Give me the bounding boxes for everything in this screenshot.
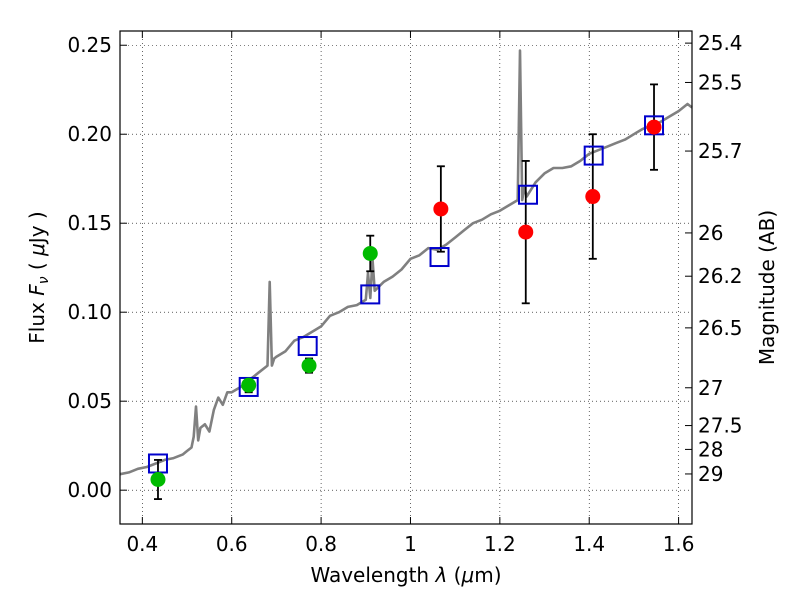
observed-point — [241, 377, 257, 393]
y2-tick-label: 26.2 — [698, 264, 743, 288]
y2-tick-label: 25.5 — [698, 70, 743, 94]
model-photometry-square — [297, 336, 318, 357]
y2-tick-label: 29 — [698, 462, 723, 486]
observed-point — [646, 119, 662, 135]
y-tick-label: 0.00 — [67, 478, 112, 502]
x-tick-label: 0.8 — [305, 532, 337, 556]
y2-axis-label: Magnitude (AB) — [755, 210, 779, 365]
x-tick-label: 1.2 — [484, 532, 516, 556]
model-photometry-square — [517, 184, 538, 205]
x-tick-label: 0.6 — [216, 532, 248, 556]
y2-tick-label: 26 — [698, 221, 723, 245]
y-tick-label: 0.25 — [67, 33, 112, 57]
observed-photometry-points — [150, 119, 662, 488]
y-axis-label: Flux Fν ( μJy ) — [25, 211, 52, 343]
observed-point — [301, 358, 317, 374]
y2-tick-label: 26.5 — [698, 316, 743, 340]
observed-point — [150, 472, 166, 488]
model-photometry-square — [583, 145, 604, 166]
model-photometry-square — [360, 284, 381, 305]
y-tick-label: 0.10 — [67, 300, 112, 324]
grid-lines — [120, 31, 692, 524]
y2-tick-label: 25.4 — [698, 31, 743, 55]
x-tick-label: 1.4 — [573, 532, 605, 556]
x-axis-label: Wavelength λ (μm) — [310, 563, 501, 587]
observed-point — [518, 224, 534, 240]
y2-tick-label: 28 — [698, 437, 723, 461]
model-photometry-squares — [147, 115, 665, 474]
spectrum-line — [119, 49, 693, 476]
y2-tick-label: 27.5 — [698, 414, 743, 438]
y2-tick-label: 25.7 — [698, 139, 743, 163]
y-tick-label: 0.05 — [67, 389, 112, 413]
observed-point — [585, 189, 601, 205]
axis-ticks: 0.4 0.6 0.8 1 1.2 1.4 1.6 0.00 0.05 0.10 0.15 0.20 0… — [67, 31, 743, 556]
x-tick-label: 1 — [404, 532, 417, 556]
y-tick-label: 0.15 — [67, 211, 112, 235]
y2-tick-label: 27 — [698, 376, 723, 400]
spectrum-layer — [119, 49, 693, 476]
observed-point — [362, 245, 378, 261]
observed-point — [433, 201, 449, 217]
model-photometry-square — [429, 247, 450, 268]
x-tick-label: 1.6 — [663, 532, 695, 556]
plot-frame — [119, 30, 693, 525]
y-tick-label: 0.20 — [67, 122, 112, 146]
error-bars — [153, 83, 659, 500]
x-tick-label: 0.4 — [126, 532, 158, 556]
